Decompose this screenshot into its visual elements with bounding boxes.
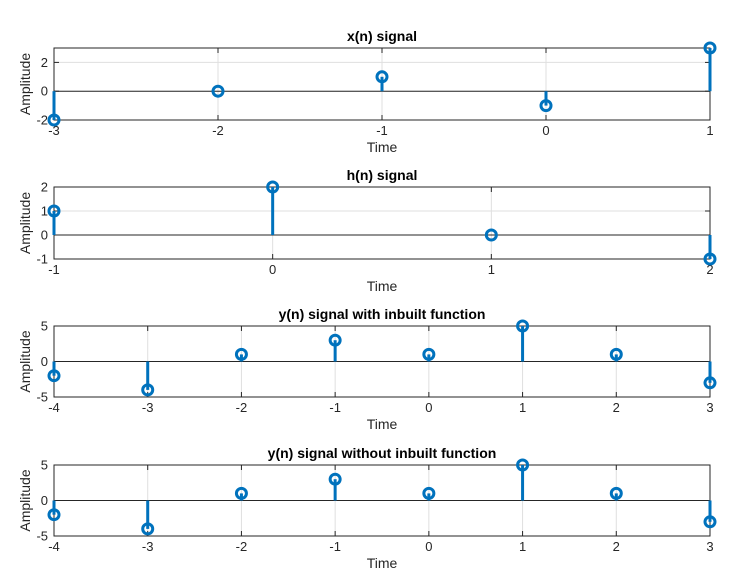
stem-marker <box>141 383 155 397</box>
x-tick-label: 1 <box>488 262 495 277</box>
x-tick-label: 0 <box>425 400 432 415</box>
x-tick-label: -4 <box>48 539 60 554</box>
stem-marker <box>422 347 436 361</box>
axes-background <box>54 187 710 259</box>
stem-marker <box>211 84 225 98</box>
stem-marker <box>328 472 342 486</box>
y-tick-label: 5 <box>41 319 48 334</box>
x-tick-label: -1 <box>329 400 341 415</box>
stem-marker <box>609 347 623 361</box>
stem-marker <box>234 347 248 361</box>
y-tick-label: -2 <box>36 113 48 128</box>
stem-marker <box>703 252 717 266</box>
x-tick-label: 1 <box>519 400 526 415</box>
x-axis-label: Time <box>367 278 398 294</box>
y-tick-label: -5 <box>36 529 48 544</box>
chart-title: y(n) signal with inbuilt function <box>279 306 486 322</box>
y-tick-label: -5 <box>36 390 48 405</box>
x-tick-label: -2 <box>236 400 248 415</box>
x-tick-label: 2 <box>613 539 620 554</box>
x-axis-label: Time <box>367 416 398 432</box>
chart-title: y(n) signal without inbuilt function <box>268 445 497 461</box>
stem-marker <box>422 486 436 500</box>
x-tick-label: 0 <box>269 262 276 277</box>
y-axis-label: Amplitude <box>17 330 33 392</box>
stem-marker <box>234 486 248 500</box>
subplot-2: -1 0 1 2 -1 0 1 2 h(n) signal Time Amplitude <box>17 167 717 294</box>
stem-marker <box>328 333 342 347</box>
x-tick-label: -1 <box>329 539 341 554</box>
x-tick-label: -1 <box>376 123 388 138</box>
x-tick-label: 0 <box>542 123 549 138</box>
stem-marker <box>703 515 717 529</box>
stem-marker <box>539 99 553 113</box>
y-tick-label: 0 <box>41 84 48 99</box>
y-tick-label: -1 <box>36 252 48 267</box>
y-axis-label: Amplitude <box>17 192 33 254</box>
x-tick-label: 3 <box>706 539 713 554</box>
x-tick-label: -3 <box>48 123 60 138</box>
x-tick-label: 0 <box>425 539 432 554</box>
x-tick-label: -2 <box>212 123 224 138</box>
y-tick-label: 2 <box>41 55 48 70</box>
stem-marker <box>266 180 280 194</box>
x-axis-label: Time <box>367 555 398 571</box>
x-tick-label: 2 <box>706 262 713 277</box>
stem-marker <box>516 319 530 333</box>
stem-marker <box>375 70 389 84</box>
x-tick-label: -3 <box>142 539 154 554</box>
y-tick-label: 0 <box>41 228 48 243</box>
y-tick-label: 2 <box>41 180 48 195</box>
subplot-4: -4 -3 -2 -1 0 1 2 3 -5 0 5 y(n) signal without inbu… <box>17 445 717 571</box>
stem-marker <box>47 369 61 383</box>
stem-marker <box>141 522 155 536</box>
y-axis-label: Amplitude <box>17 53 33 115</box>
stem-marker <box>484 228 498 242</box>
x-tick-label: 3 <box>706 400 713 415</box>
stem-marker <box>47 508 61 522</box>
stem-marker <box>47 113 61 127</box>
x-tick-label: -3 <box>142 400 154 415</box>
x-axis-label: Time <box>367 139 398 155</box>
stem-marker <box>516 458 530 472</box>
x-tick-label: -2 <box>236 539 248 554</box>
stem-marker <box>47 204 61 218</box>
x-tick-label: 1 <box>519 539 526 554</box>
subplot-3: -4 -3 -2 -1 0 1 2 3 -5 0 5 y(n) signal with inbuilt… <box>17 306 717 432</box>
x-tick-label: -4 <box>48 400 60 415</box>
stem-marker <box>703 376 717 390</box>
y-tick-label: 0 <box>41 493 48 508</box>
y-axis-label: Amplitude <box>17 469 33 531</box>
chart-title: h(n) signal <box>347 167 418 183</box>
stem-marker <box>609 486 623 500</box>
x-tick-label: 1 <box>706 123 713 138</box>
y-tick-label: 5 <box>41 458 48 473</box>
x-tick-label: -1 <box>48 262 60 277</box>
y-tick-label: 1 <box>41 204 48 219</box>
stem-marker <box>703 41 717 55</box>
x-tick-label: 2 <box>613 400 620 415</box>
chart-title: x(n) signal <box>347 28 417 44</box>
y-tick-label: 0 <box>41 354 48 369</box>
